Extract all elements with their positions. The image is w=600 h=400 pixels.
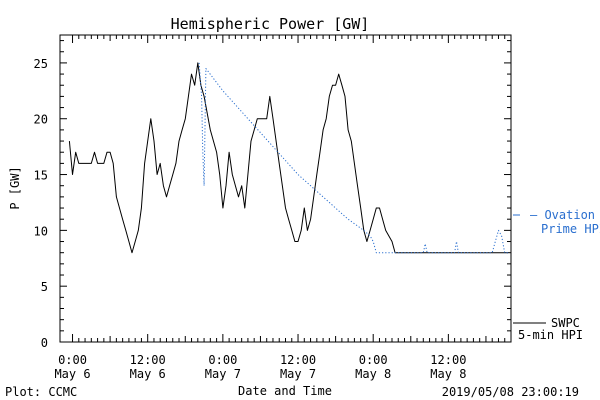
footer-left-credit: Plot: CCMC <box>5 385 77 399</box>
footer-right-timestamp: 2019/05/08 23:00:19 <box>442 385 579 399</box>
legend-swpc-label-line2: 5-min HPI <box>518 328 583 342</box>
x-tick-date-label: May 6 <box>54 367 90 381</box>
x-tick-date-label: May 6 <box>130 367 166 381</box>
series-swpc-hpi-line <box>68 62 508 254</box>
x-tick-time-label: 0:00 <box>208 353 237 367</box>
x-tick-time-label: 12:00 <box>430 353 466 367</box>
series-layer <box>68 62 508 254</box>
y-tick-label: 25 <box>34 57 48 71</box>
y-tick-label: 20 <box>34 113 48 127</box>
x-axis-label: Date and Time <box>238 384 332 398</box>
legend-swpc-label-line1: SWPC <box>551 316 580 330</box>
x-tick-time-label: 12:00 <box>280 353 316 367</box>
y-tick-label: 5 <box>41 280 48 294</box>
x-tick-date-label: May 7 <box>280 367 316 381</box>
x-tick-time-label: 0:00 <box>359 353 388 367</box>
x-tick-date-label: May 8 <box>430 367 466 381</box>
x-tick-date-label: May 8 <box>355 367 391 381</box>
legend: — Ovation Prime HPI SWPC 5-min HPI <box>513 208 600 342</box>
y-tick-label: 15 <box>34 169 48 183</box>
x-tick-time-label: 0:00 <box>58 353 87 367</box>
y-axis: 0 5 10 15 20 25 <box>34 40 511 350</box>
legend-ovation-label-line1: — Ovation <box>530 208 595 222</box>
y-tick-label: 10 <box>34 224 48 238</box>
y-tick-label: 0 <box>41 336 48 350</box>
plot-frame <box>59 34 512 343</box>
x-tick-time-label: 12:00 <box>130 353 166 367</box>
x-tick-date-label: May 7 <box>205 367 241 381</box>
chart-title: Hemispheric Power [GW] <box>171 15 370 33</box>
y-axis-label: P [GW] <box>8 166 22 209</box>
legend-ovation-label-line2: Prime HPI <box>541 222 600 236</box>
